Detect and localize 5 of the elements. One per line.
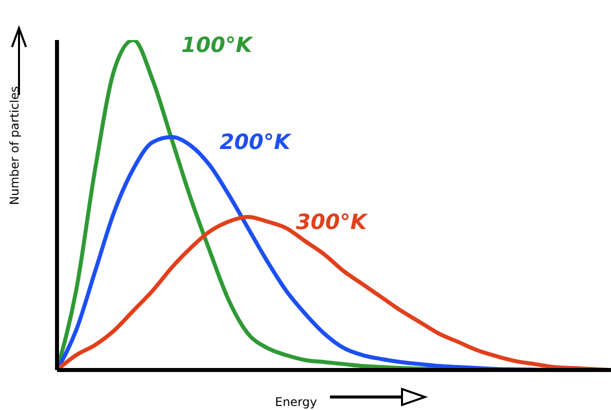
series-label: 300°K <box>296 210 368 234</box>
series-label: 200°K <box>220 130 292 154</box>
y-axis-title: Number of particles <box>7 86 22 205</box>
series-label: 100°K <box>181 33 254 57</box>
x-axis-title: Energy <box>274 395 318 409</box>
